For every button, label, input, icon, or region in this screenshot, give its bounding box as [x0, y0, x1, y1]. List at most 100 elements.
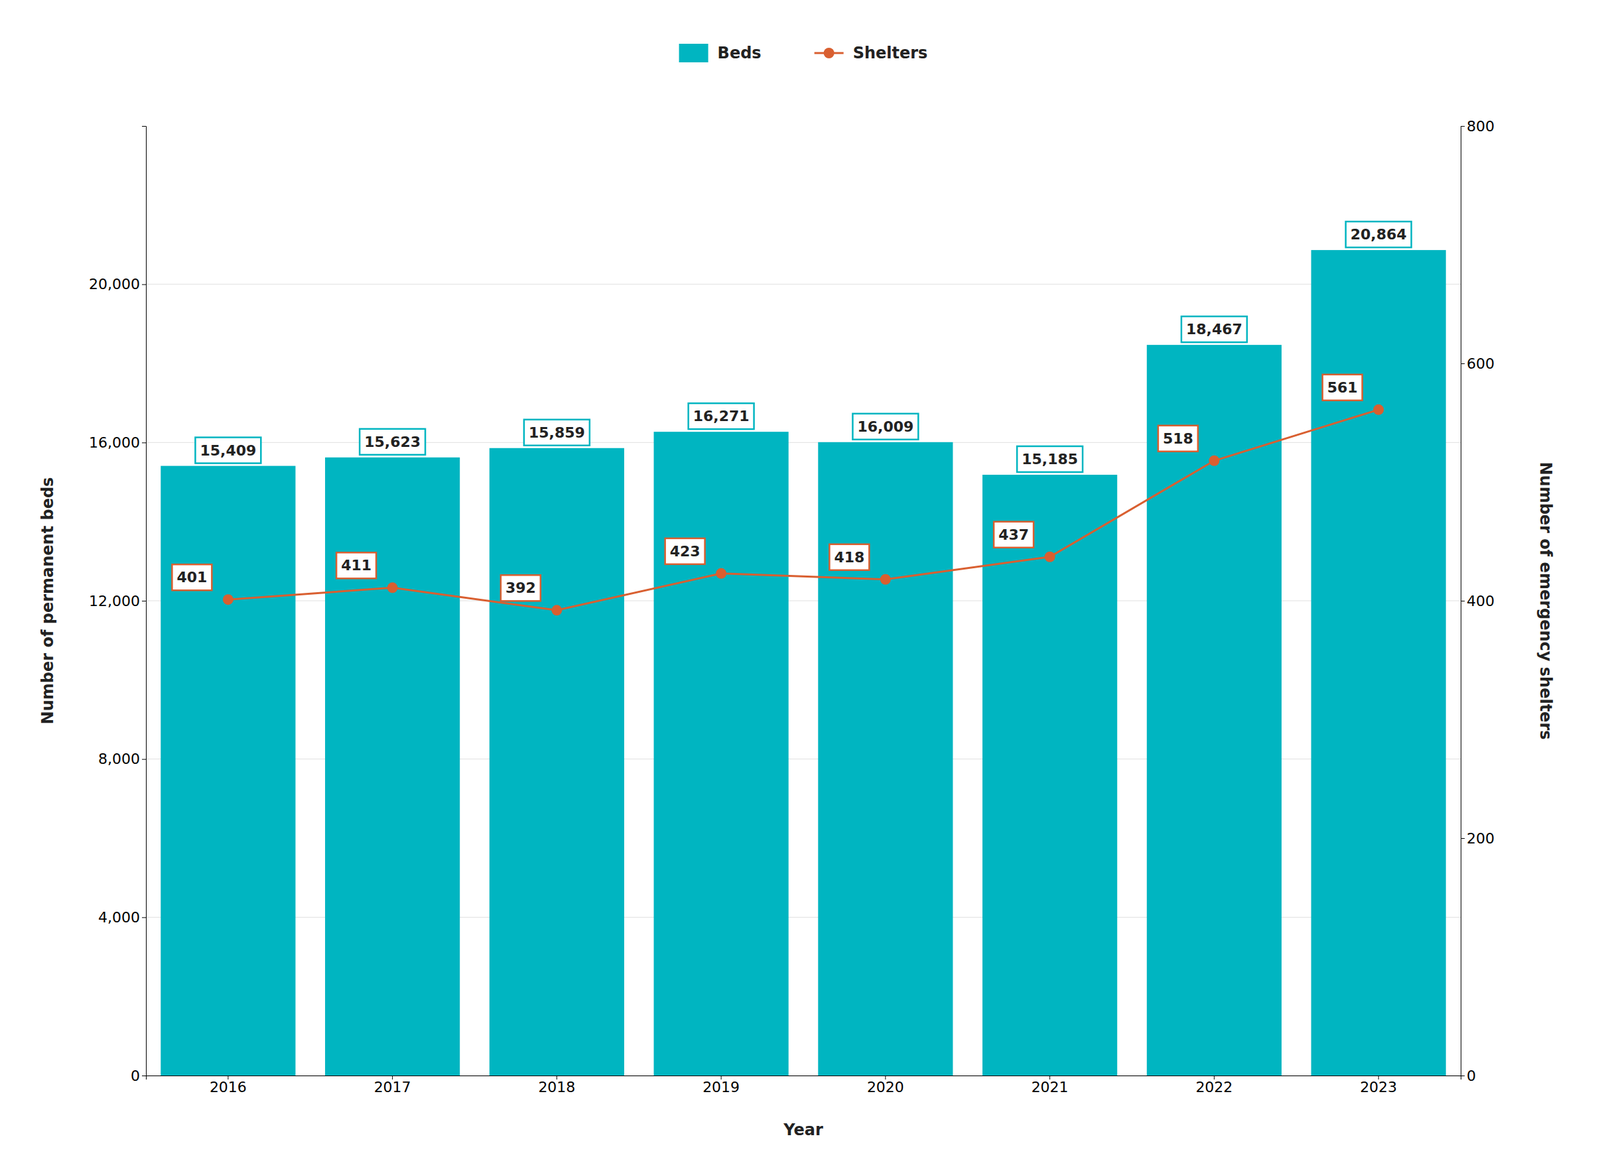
data-label-text: 15,409 [199, 442, 257, 460]
marker [551, 604, 562, 616]
y-tick-label: 8,000 [98, 750, 140, 768]
x-tick: 2018 [537, 1075, 576, 1096]
data-label-box [500, 575, 541, 601]
x-tick-label: 2020 [866, 1079, 905, 1096]
data-label: 392 [500, 575, 541, 601]
x-tick: 2016 [209, 1075, 247, 1096]
y2-axis-title: Number of emergency shelters [1536, 461, 1555, 740]
data-label-box [852, 413, 919, 440]
y-tick: 4,000 [98, 909, 146, 927]
data-label: 16,271 [688, 403, 755, 430]
tick-mark [1460, 126, 1465, 127]
data-label-text: 16,009 [857, 418, 914, 436]
data-label: 423 [665, 538, 706, 565]
data-label-text: 16,271 [693, 407, 750, 425]
y-tick: 16,000 [88, 434, 146, 452]
data-label-box [1181, 316, 1248, 343]
x-tick: 2021 [1031, 1075, 1069, 1096]
data-label-box [195, 437, 261, 464]
marker [1044, 551, 1056, 563]
y2-tick-label: 600 [1466, 355, 1495, 373]
data-label-text: 418 [833, 549, 865, 566]
bar [817, 442, 953, 1076]
data-labels: 15,40915,62315,85916,27116,00915,18518,4… [171, 221, 1411, 601]
data-label-text: 20,864 [1350, 226, 1407, 243]
y-tick: 0 [130, 1067, 146, 1085]
data-label: 15,409 [195, 437, 261, 464]
data-label: 15,623 [359, 429, 426, 456]
data-label-box [993, 522, 1034, 548]
x-axis-title: Year [782, 1121, 824, 1140]
data-label-box [665, 538, 706, 565]
legend-item: Beds [679, 43, 762, 63]
y-tick: 20,000 [88, 275, 146, 293]
y-axis: 0 4,000 8,000 12,000 16,000 20,000 [88, 126, 146, 1085]
bar [654, 431, 789, 1076]
axis-line [1461, 126, 1466, 1077]
data-label: 411 [336, 552, 377, 579]
x-tick: 2017 [374, 1075, 412, 1096]
data-label-text: 401 [176, 569, 207, 586]
y-tick: 8,000 [98, 750, 146, 768]
data-label-box [359, 429, 426, 456]
y2-tick-label: 200 [1466, 830, 1495, 848]
data-label-text: 411 [340, 557, 372, 574]
axis-line [141, 126, 147, 1077]
x-tick: 2022 [1195, 1075, 1233, 1096]
grid [145, 284, 1461, 1076]
tick-mark [1460, 363, 1465, 365]
axis-line [146, 1076, 1462, 1081]
tick-mark [1460, 1075, 1465, 1077]
bar [1311, 250, 1447, 1076]
data-label-text: 437 [998, 526, 1029, 544]
data-label-text: 15,859 [528, 424, 586, 442]
x-tick: 2023 [1359, 1075, 1398, 1096]
data-label: 401 [171, 564, 212, 591]
line-series [222, 404, 1384, 617]
x-tick: 2020 [866, 1075, 905, 1096]
x-axis: 20162017201820192020202120222023 [146, 1075, 1462, 1096]
marker [1373, 404, 1384, 416]
legend: BedsShelters [679, 43, 929, 63]
tick-mark [141, 600, 146, 602]
line [228, 409, 1379, 611]
tick-mark [141, 759, 146, 761]
bar [489, 448, 625, 1076]
legend-label: Beds [717, 43, 762, 63]
data-label-text: 423 [669, 543, 701, 560]
tick-mark [141, 917, 146, 919]
data-label-box [1158, 425, 1199, 452]
tick-mark [141, 284, 146, 286]
marker [880, 574, 891, 586]
data-label: 518 [1158, 425, 1199, 452]
chart: 15,40915,62315,85916,27116,00915,18518,4… [0, 0, 1600, 1175]
marker [1208, 455, 1220, 467]
data-label-box [1016, 446, 1083, 473]
data-label-box [336, 552, 377, 579]
tick-mark [141, 1075, 146, 1077]
y-axis-title: Number of permanent beds [38, 477, 58, 726]
data-label-box [1322, 374, 1363, 401]
grid-line [145, 283, 1461, 285]
y2-tick-label: 400 [1466, 593, 1495, 610]
data-label: 437 [993, 522, 1034, 548]
x-tick-label: 2017 [374, 1079, 412, 1096]
y2-tick: 200 [1460, 830, 1495, 848]
data-label: 15,185 [1016, 446, 1083, 473]
data-label-text: 518 [1162, 430, 1194, 448]
tick-mark [1460, 838, 1465, 840]
data-label-box [829, 544, 869, 571]
x-tick-label: 2016 [209, 1079, 247, 1096]
y-tick-label: 0 [130, 1067, 140, 1085]
x-tick-label: 2021 [1031, 1079, 1069, 1096]
data-label: 15,859 [524, 419, 590, 446]
bar [982, 474, 1118, 1076]
y-tick-label: 12,000 [88, 593, 140, 610]
y-tick-label: 16,000 [88, 434, 140, 452]
data-label-box [524, 419, 590, 446]
y-tick-label: 4,000 [98, 909, 140, 927]
data-label-text: 561 [1327, 379, 1358, 397]
data-label: 561 [1322, 374, 1363, 401]
data-label-text: 15,623 [364, 433, 421, 451]
data-label-box [1345, 221, 1412, 248]
